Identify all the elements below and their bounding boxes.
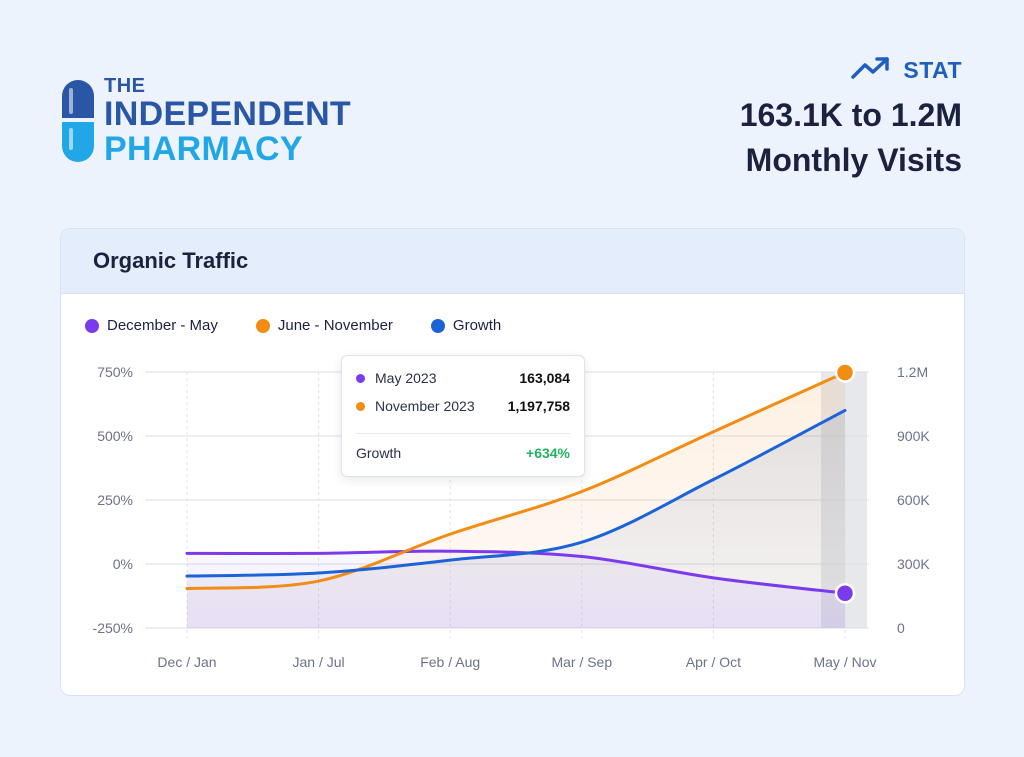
x-tick-label: Dec / Jan xyxy=(157,654,216,670)
tooltip-growth-value: +634% xyxy=(526,445,570,461)
tooltip-value: 163,084 xyxy=(519,370,570,386)
line-december-may xyxy=(185,549,847,595)
tooltip-divider xyxy=(356,433,570,434)
tooltip-value: 1,197,758 xyxy=(507,398,570,414)
y-left-tick-label: -250% xyxy=(93,620,133,636)
legend-item-june-november[interactable]: June - November xyxy=(255,317,393,334)
y-right-tick-label: 1.2M xyxy=(897,364,928,380)
logo-wordmark: THE INDEPENDENT PHARMACY xyxy=(104,76,351,166)
x-tick-label: Mar / Sep xyxy=(551,654,612,670)
stat-subheadline: Monthly Visits xyxy=(745,142,962,178)
chart-legend: December - May June - November Growth xyxy=(85,317,501,334)
stat-headline: 163.1K to 1.2M xyxy=(739,97,962,133)
y-right-tick-label: 300K xyxy=(897,556,930,572)
tooltip-dot xyxy=(356,401,365,411)
logo-line-2: INDEPENDENT xyxy=(104,95,351,133)
legend-dot xyxy=(430,318,445,333)
x-tick-label: Apr / Oct xyxy=(686,654,741,670)
stat-label-row: STAT xyxy=(740,56,962,85)
legend-item-growth[interactable]: Growth xyxy=(430,317,502,334)
y-right-tick-label: 900K xyxy=(897,428,930,444)
y-right-tick-label: 600K xyxy=(897,492,930,508)
legend-label: December - May xyxy=(107,317,218,334)
y-right-tick-label: 0 xyxy=(897,620,905,636)
marker-june-november xyxy=(834,362,856,383)
x-tick-label: Jan / Jul xyxy=(293,654,345,670)
logo-line-3: PHARMACY xyxy=(104,130,303,168)
y-left-tick-label: 250% xyxy=(97,492,133,508)
legend-label: Growth xyxy=(452,317,502,334)
pill-icon xyxy=(60,78,96,164)
brand-logo: THE INDEPENDENT PHARMACY xyxy=(60,76,351,166)
tooltip-row-november: November 2023 1,197,758 xyxy=(356,398,570,414)
logo-line-1: THE xyxy=(104,75,146,97)
chart-tooltip: May 2023 163,084 November 2023 1,197,758… xyxy=(341,355,585,477)
tooltip-row-may: May 2023 163,084 xyxy=(356,370,570,386)
line-june-november xyxy=(185,370,847,591)
tooltip-growth-label: Growth xyxy=(356,445,402,461)
stat-block: STAT 163.1K to 1.2M Monthly Visits xyxy=(740,56,962,179)
x-tick-label: Feb / Aug xyxy=(420,654,480,670)
y-left-tick-label: 500% xyxy=(97,428,133,444)
line-chart: 750% 500% 250% 0% -250% 1.2M 900K 600K 300K 0 Dec … xyxy=(93,362,930,670)
tooltip-label: May 2023 xyxy=(375,370,437,386)
y-left-tick-label: 750% xyxy=(97,364,133,380)
marker-december-may xyxy=(834,582,856,604)
stat-label: STAT xyxy=(903,57,962,83)
trending-up-icon xyxy=(851,56,891,85)
y-left-tick-label: 0% xyxy=(113,556,133,572)
chart-title: Organic Traffic xyxy=(61,229,964,294)
chart-card: Organic Traffic December - May June - No… xyxy=(60,228,965,696)
tooltip-dot xyxy=(356,373,365,383)
tooltip-label: November 2023 xyxy=(375,398,475,414)
tooltip-row-growth: Growth +634% xyxy=(356,445,570,461)
x-tick-label: May / Nov xyxy=(813,654,876,670)
legend-dot xyxy=(255,318,270,333)
line-growth xyxy=(185,408,847,578)
legend-dot xyxy=(85,318,99,333)
legend-item-december-may[interactable]: December - May xyxy=(85,317,218,334)
legend-label: June - November xyxy=(277,317,393,334)
